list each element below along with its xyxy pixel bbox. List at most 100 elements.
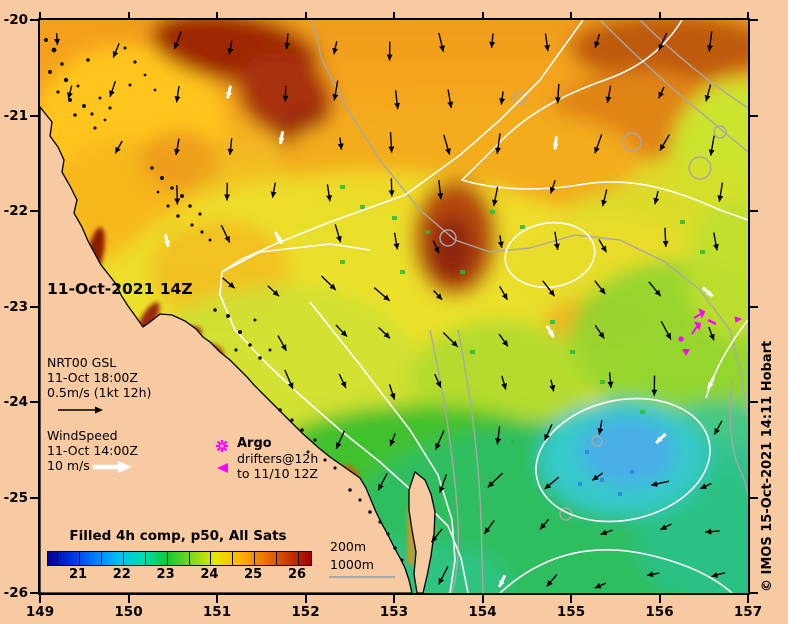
x-axis-tick <box>216 595 218 603</box>
y-axis-tick <box>750 19 758 21</box>
wind-legend-time: 11-Oct 14:00Z <box>47 443 138 458</box>
wind-arrow <box>174 185 181 205</box>
wind-arrow <box>270 182 277 198</box>
y-axis-tick-label: -20 <box>3 12 28 28</box>
argo-legend-line2: to 11/10 12Z <box>237 466 318 481</box>
x-axis-tick-label: 156 <box>645 604 674 620</box>
wind-arrow <box>549 180 556 194</box>
wind-arrow <box>499 91 506 105</box>
wind-legend-name: WindSpeed <box>47 428 118 443</box>
fraser-island <box>408 470 436 593</box>
wind-arrow <box>594 33 601 49</box>
x-axis-tick-label: 149 <box>25 604 55 620</box>
sst-field-svg <box>40 20 748 593</box>
wind-arrow <box>435 430 445 450</box>
wind-arrow <box>284 369 294 390</box>
wind-arrow <box>338 373 347 389</box>
colorbar-tick-label: 21 <box>68 567 88 582</box>
wind-arrow <box>705 528 720 535</box>
wind-arrow <box>388 131 395 153</box>
wind-arrow <box>377 473 388 491</box>
wind-arrow <box>438 32 445 52</box>
wind-arrow <box>114 140 123 154</box>
wind-arrow <box>442 332 459 348</box>
wind-arrow <box>483 519 495 535</box>
x-axis-tick <box>570 12 572 20</box>
wind-arrow <box>600 529 613 536</box>
wind-arrow <box>717 182 724 202</box>
argo-legend-title: Argo <box>237 436 272 451</box>
wind-arrow <box>434 373 442 388</box>
wind-arrow <box>489 33 496 49</box>
wind-arrow <box>542 280 556 297</box>
argo-drifter-icon <box>214 460 230 479</box>
x-axis-tick <box>39 595 41 603</box>
y-axis-tick <box>30 114 38 117</box>
x-axis-tick-label: 151 <box>202 604 232 620</box>
gsl-legend-scale: 0.5m/s (1kt 12h) <box>47 385 152 400</box>
sst-speckles <box>340 185 705 496</box>
x-axis-tick <box>304 595 307 603</box>
y-axis-tick <box>750 114 758 117</box>
wind-arrow <box>388 384 396 400</box>
wind-arrow <box>277 335 287 352</box>
wind-arrow-white <box>278 130 285 145</box>
y-axis-tick <box>750 401 758 403</box>
colorbar-tick-label: 25 <box>244 567 263 582</box>
wind-arrow-white <box>226 85 233 99</box>
wind-arrow <box>594 582 607 589</box>
bathy-1000m-sample-line <box>329 576 395 578</box>
x-axis-tick-label: 155 <box>556 604 586 620</box>
x-axis-tick-label: 152 <box>291 604 320 620</box>
y-axis-tick-label: -23 <box>3 298 28 315</box>
wind-arrow <box>220 224 231 243</box>
wind-arrow <box>267 285 280 297</box>
wind-arrow <box>659 134 670 151</box>
wind-arrow <box>497 235 504 248</box>
x-axis-tick <box>127 12 130 20</box>
wind-arrow <box>438 474 448 494</box>
x-axis-tick-label: 153 <box>379 604 409 620</box>
wind-arrow <box>591 472 604 482</box>
islands <box>44 38 404 562</box>
wind-arrow-white <box>701 286 714 298</box>
wind-arrow-white <box>274 231 283 245</box>
wind-arrow <box>433 290 443 301</box>
wind-arrow <box>337 137 344 150</box>
colorbar-tick <box>254 552 256 565</box>
colorbar-tick <box>144 552 146 565</box>
colorbar-tick <box>57 552 59 565</box>
y-axis-tick-label: -25 <box>3 489 28 506</box>
y-axis-tick-label: -26 <box>3 585 28 601</box>
wind-arrow-white <box>706 376 716 390</box>
y-axis-tick-label: -22 <box>3 203 28 219</box>
wind-arrow <box>335 324 348 338</box>
wind-arrow <box>447 89 454 109</box>
wind-arrow <box>320 275 337 291</box>
x-axis-tick <box>747 12 749 20</box>
gsl-legend-time: 11-Oct 18:00Z <box>47 370 138 385</box>
wind-arrow <box>174 138 181 156</box>
wind-arrow <box>650 480 670 487</box>
argo-float-icon <box>214 438 230 458</box>
wind-arrow <box>386 41 393 61</box>
wind-arrow <box>594 324 605 339</box>
y-axis-tick-label: -24 <box>3 394 28 410</box>
wind-arrow <box>174 86 181 103</box>
colorbar-title: Filled 4h comp, p50, All Sats <box>69 528 287 544</box>
x-axis-tick <box>393 12 395 20</box>
wind-arrow <box>713 420 723 435</box>
colorbar-tick <box>298 552 299 565</box>
y-axis-tick <box>750 210 758 212</box>
colorbar-tick <box>232 552 234 565</box>
wind-arrow <box>499 286 509 301</box>
wind-arrow <box>605 85 612 103</box>
colorbar-tick <box>122 552 124 565</box>
gsl-arrow-icon <box>57 401 105 420</box>
y-axis-tick <box>30 19 38 21</box>
wind-arrow <box>662 227 669 248</box>
x-axis-tick-label: 157 <box>733 604 763 620</box>
y-axis-tick <box>750 305 758 308</box>
wind-arrow <box>388 178 395 197</box>
x-axis-tick <box>393 595 395 603</box>
